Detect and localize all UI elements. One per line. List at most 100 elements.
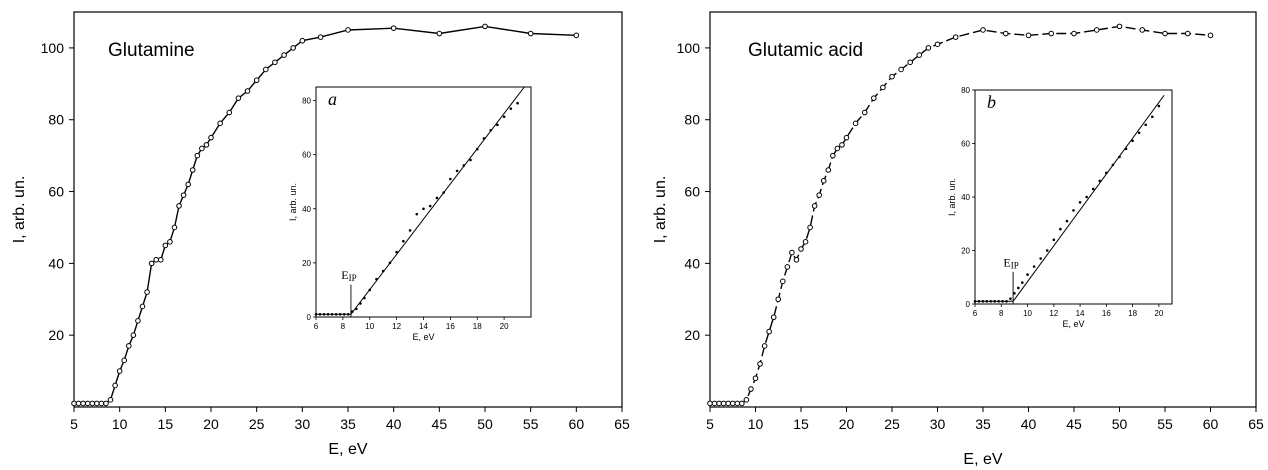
inset-x-tick-label: 20 [1154,309,1163,318]
data-point [784,264,791,270]
inset-x-tick-label: 10 [365,322,374,331]
inset-x-tick-label: 20 [500,322,509,331]
x-tick-label: 10 [112,416,128,432]
data-point [263,66,269,73]
data-point [861,109,868,116]
data-point [720,400,727,407]
inset-data-point [985,300,989,303]
y-tick-label: 80 [48,112,64,128]
x-tick-label: 60 [569,416,585,432]
data-point [157,256,164,263]
data-point [573,32,580,39]
inset-x-tick-label: 16 [446,322,455,331]
data-point [482,23,488,30]
data-point [739,400,745,407]
data-point [757,361,763,367]
data-point [103,400,109,407]
x-tick-label: 20 [839,416,855,432]
x-tick-label: 55 [1157,416,1173,432]
y-tick-label: 20 [684,327,700,343]
data-point [390,25,397,31]
data-point [176,203,182,209]
inset-data-point [402,239,405,243]
y-tick-label: 100 [677,40,701,56]
inset-data-point [395,250,398,254]
data-point [527,30,534,37]
data-point [253,77,260,84]
inset-data-point [469,158,472,162]
eip-annotation: EIP [341,268,356,283]
inset-data-point [314,312,318,316]
inset-data-point [981,300,985,303]
inset-data-point [1032,265,1036,268]
data-point [793,256,800,263]
data-point [934,41,941,48]
x-tick-label: 30 [930,416,946,432]
data-point [217,120,223,127]
inset-chart: 6 8 10 12 14 16 18 20 0 20 40 60 80 E, eV I, arb. un. a… [288,83,541,347]
inset-chart: 6 8 10 12 14 16 18 20 0 20 40 60 80 E, eV I, arb. un. b… [947,86,1182,334]
y-tick-label: 60 [684,184,700,200]
inset-x-tick-label: 12 [392,322,401,331]
data-point [71,400,77,407]
inset-data-point [482,137,486,140]
inset-data-point [355,307,358,311]
data-point [707,400,713,407]
inset-data-point [1052,238,1056,242]
inset-data-point [408,229,412,232]
data-point [345,27,351,33]
data-point [743,397,750,403]
eip-main: E [1003,256,1010,270]
inset-y-tick-label: 60 [302,151,311,160]
data-point [94,400,100,407]
data-point [830,152,836,159]
data-point [916,52,923,58]
y-tick-label: 80 [684,112,700,128]
inset-data-point [1078,201,1082,204]
data-point [789,249,795,256]
inset-data-point [989,300,993,303]
inset-x-axis-title: E, eV [412,332,434,342]
data-point [889,73,895,80]
inset-data-point [489,128,492,132]
eip-main: E [341,268,348,282]
data-point [807,224,813,231]
data-point [272,59,278,66]
data-point [761,343,768,349]
data-point [880,84,886,91]
data-point [144,289,150,295]
data-point [1116,23,1123,30]
data-point [811,203,818,209]
data-point [121,357,128,364]
inset-data-point [1001,300,1004,303]
data-point [1093,27,1100,33]
data-point [135,318,141,324]
inset-y-tick-label: 40 [302,205,311,214]
x-tick-label: 65 [1248,416,1264,432]
inset-data-point [318,312,322,316]
inset-data-point [516,101,519,105]
chart-title: Glutamine [108,40,195,61]
inset-y-tick-label: 0 [307,313,312,322]
inset-data-point [326,312,330,316]
data-point [729,400,736,407]
inset-y-tick-label: 60 [961,140,970,149]
inset-data-point [388,261,392,265]
data-point [780,278,786,285]
data-point [980,27,986,33]
data-point [235,95,242,101]
inset-data-point [1005,300,1008,303]
data-point [290,45,297,51]
data-point [436,30,443,37]
data-point [130,332,137,338]
data-point [171,224,178,231]
inset-x-tick-label: 6 [973,309,978,318]
chart-title: Glutamic acid [748,40,863,61]
x-tick-label: 5 [706,416,714,432]
x-axis-title: E, eV [963,451,1002,468]
data-point [98,400,105,407]
data-point [112,382,118,389]
x-axis-title: E, eV [328,441,367,458]
inset-data-point [455,169,459,173]
data-point [952,34,959,40]
